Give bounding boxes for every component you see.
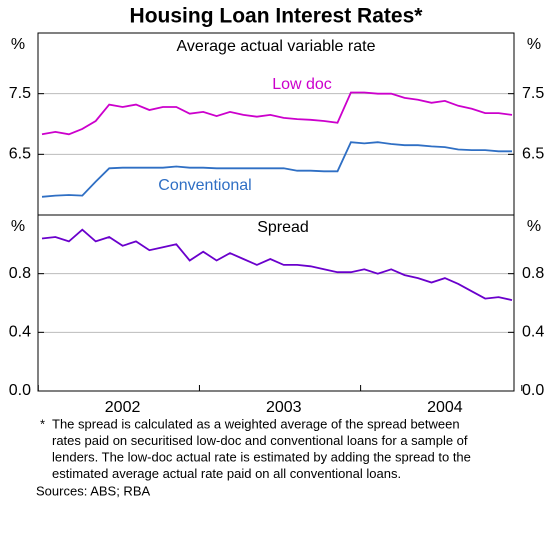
y-tick-label: 7.5	[9, 85, 31, 102]
series-line	[41, 91, 513, 136]
y-tick-label: 0.8	[9, 265, 31, 282]
y-tick-label: 0.0	[9, 382, 31, 399]
x-tick-label: 2004	[427, 399, 463, 416]
y-unit-label: %	[11, 36, 25, 53]
y-tick-label: 6.5	[9, 146, 31, 163]
series-label: Conventional	[158, 177, 251, 194]
y-tick-label: 0.8	[522, 265, 544, 282]
footnote-line: estimated average actual rate paid on al…	[52, 466, 401, 481]
y-tick-label: 0.4	[522, 324, 544, 341]
y-unit-label: %	[527, 36, 541, 53]
plot-frame	[37, 32, 515, 392]
y-tick-label: 0.4	[9, 324, 31, 341]
sources: Sources: ABS; RBA	[36, 483, 150, 498]
y-unit-label: %	[527, 218, 541, 235]
y-tick-label: 7.5	[522, 85, 544, 102]
chart-title: Housing Loan Interest Rates*	[130, 5, 424, 28]
y-tick-label: 0.0	[522, 382, 544, 399]
panel-title: Average actual variable rate	[177, 38, 376, 55]
series-line	[41, 141, 512, 198]
footnote-line: lenders. The low-doc actual rate is esti…	[52, 449, 471, 464]
y-tick-label: 6.5	[522, 146, 544, 163]
footnote-marker: *	[40, 416, 45, 431]
y-unit-label: %	[11, 218, 25, 235]
series-line	[41, 228, 513, 301]
footnote-line: The spread is calculated as a weighted a…	[52, 416, 460, 431]
series-label: Low doc	[272, 76, 332, 93]
footnote-line: rates paid on securitised low-doc and co…	[52, 433, 468, 448]
x-tick-label: 2003	[266, 399, 302, 416]
series-label: Spread	[257, 219, 309, 236]
x-tick-label: 2002	[105, 399, 141, 416]
